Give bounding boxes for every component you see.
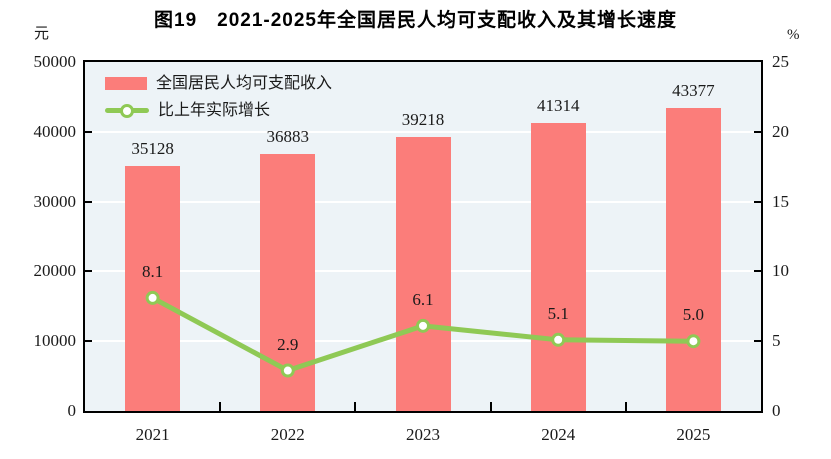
- y-axis-label-left: 10000: [33, 331, 77, 351]
- x-axis-boundary-tick: [219, 402, 222, 411]
- y-axis-label-right: 0: [772, 401, 781, 420]
- legend-line-marker-icon: [120, 103, 134, 118]
- right-axis-tick: [754, 340, 761, 343]
- legend-bar-label: 全国居民人均可支配收入: [156, 74, 333, 92]
- y-axis-label-right: 5: [772, 331, 781, 351]
- y-axis-label-left: 50000: [33, 52, 77, 71]
- x-axis-boundary-tick: [354, 402, 357, 411]
- bar-value-label: 35128: [131, 138, 174, 158]
- bar: [530, 122, 586, 411]
- right-axis-unit: %: [787, 27, 800, 43]
- line-point-marker: [551, 332, 566, 347]
- x-axis-boundary-tick: [624, 402, 627, 411]
- bar-value-label: 36883: [266, 126, 310, 146]
- line-value-label: 5.1: [547, 303, 569, 323]
- y-axis-label-left: 40000: [33, 121, 77, 141]
- bar: [395, 137, 451, 411]
- line-value-label: 6.1: [412, 289, 434, 309]
- line-value-label: 2.9: [277, 334, 299, 354]
- line-point-marker: [280, 363, 295, 378]
- y-axis-label-left: 30000: [33, 191, 77, 211]
- chart-title: 图19 2021-2025年全国居民人均可支配收入及其增长速度: [154, 10, 677, 31]
- bar: [125, 165, 181, 411]
- legend: 全国居民人均可支配收入 比上年实际增长: [105, 70, 332, 124]
- left-axis-tick: [85, 270, 92, 273]
- line-point-marker: [145, 290, 160, 305]
- bar-value-label: 43377: [672, 81, 715, 101]
- y-axis-label-right: 20: [772, 121, 789, 141]
- left-axis-tick: [85, 200, 92, 203]
- right-axis-tick: [754, 270, 761, 273]
- line-point-marker: [416, 318, 430, 333]
- y-axis-label-right: 25: [772, 52, 789, 71]
- x-axis-label: 2023: [405, 425, 440, 444]
- growth-line-chart: [145, 290, 701, 378]
- bar-value-label: 41314: [536, 95, 580, 115]
- line-value-label: 5.0: [682, 305, 705, 325]
- legend-item-income: 全国居民人均可支配收入: [105, 70, 332, 97]
- y-axis-label-right: 15: [772, 191, 789, 211]
- line-value-label: 8.1: [141, 261, 164, 281]
- plot-area: 全国居民人均可支配收入 比上年实际增长 35128 36883 39218 41314…: [83, 60, 763, 413]
- x-axis-label: 2024: [541, 425, 576, 444]
- left-axis-unit: 元: [34, 26, 50, 42]
- bar-value-label: 39218: [401, 110, 445, 130]
- left-axis-tick: [85, 340, 92, 343]
- right-axis-tick: [754, 130, 761, 133]
- y-axis-label-left: 20000: [33, 261, 77, 281]
- left-axis-tick: [85, 130, 92, 133]
- bar: [665, 108, 721, 411]
- legend-line-swatch: [105, 103, 149, 118]
- x-axis-label: 2022: [270, 425, 305, 444]
- x-axis-label: 2021: [135, 425, 170, 444]
- right-axis-tick: [754, 200, 761, 203]
- x-axis-boundary-tick: [489, 402, 492, 411]
- grid-line: [85, 130, 761, 133]
- legend-item-growth: 比上年实际增长: [105, 97, 332, 124]
- x-axis-label: 2025: [676, 425, 711, 444]
- legend-line-label: 比上年实际增长: [158, 101, 271, 119]
- y-axis-label-right: 10: [772, 261, 789, 281]
- line-point-marker: [686, 334, 701, 349]
- y-axis-label-left: 0: [67, 401, 77, 420]
- legend-bar-swatch: [105, 77, 147, 90]
